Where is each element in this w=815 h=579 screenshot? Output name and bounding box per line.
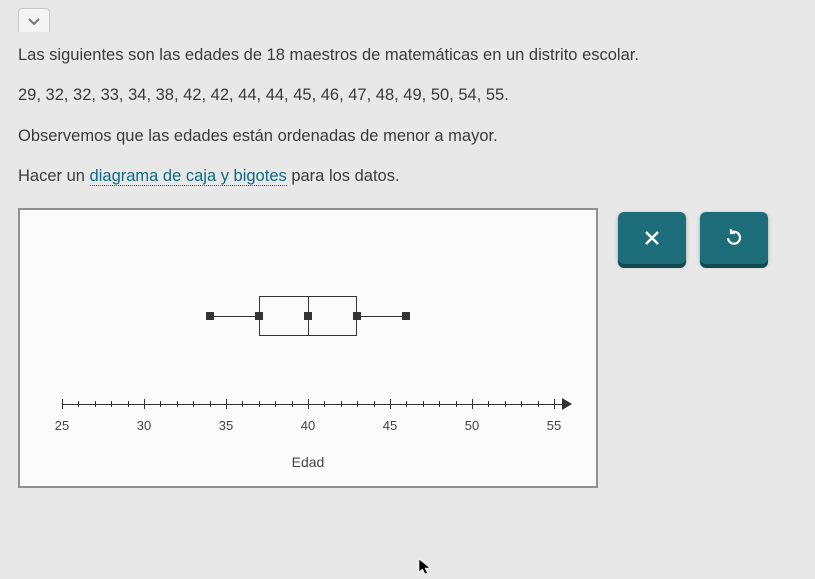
axis-tick-minor [505,401,506,407]
reset-button[interactable] [700,212,768,264]
boxplot-handle-max[interactable] [402,312,410,320]
boxplot-term-link[interactable]: diagrama de caja y bigotes [90,167,287,186]
axis-tick-minor [423,401,424,407]
chevron-down-icon [27,16,41,26]
axis-tick-minor [357,401,358,407]
axis-tick-minor [439,401,440,407]
boxplot-whisker-right[interactable] [357,316,406,317]
axis-tick-minor [488,401,489,407]
problem-ordered: Observemos que las edades están ordenada… [18,123,797,149]
axis-tick-minor [259,401,260,407]
clear-button[interactable] [618,212,686,264]
axis-tick-minor [160,401,161,407]
axis-tick-label: 25 [55,418,69,433]
axis-tick-major [472,399,473,409]
axis-tick-label: 50 [465,418,479,433]
axis-tick-minor [210,401,211,407]
axis-tick-label: 40 [301,418,315,433]
axis-arrow-icon [562,398,572,410]
axis-tick-minor [242,401,243,407]
axis-tick-major [144,399,145,409]
axis-tick-minor [406,401,407,407]
axis-tick-minor [95,401,96,407]
boxplot-canvas[interactable]: 25 30 35 40 45 50 55 Edad [18,208,598,488]
axis-label: Edad [20,454,596,470]
axis-tick-minor [341,401,342,407]
axis-tick-minor [324,401,325,407]
axis-tick-label: 35 [219,418,233,433]
problem-intro: Las siguientes son las edades de 18 maes… [18,42,797,68]
boxplot-whisker-left[interactable] [210,316,259,317]
axis-tick-label: 55 [547,418,561,433]
axis-tick-minor [521,401,522,407]
axis-tick-label: 30 [137,418,151,433]
axis-tick-minor [456,401,457,407]
axis-tick-major [226,399,227,409]
axis-tick-minor [111,401,112,407]
axis-tick-minor [128,401,129,407]
axis-tick-major [308,399,309,409]
axis-tick-minor [177,401,178,407]
x-icon [642,228,662,248]
problem-text: Las siguientes son las edades de 18 maes… [18,42,797,190]
boxplot-handle-median[interactable] [304,312,312,320]
boxplot-handle-q3[interactable] [353,312,361,320]
boxplot-handle-min[interactable] [206,312,214,320]
axis-tick-major [390,399,391,409]
axis-tick-minor [292,401,293,407]
boxplot-handle-q1[interactable] [255,312,263,320]
axis-tick-minor [374,401,375,407]
mouse-cursor [418,558,434,576]
problem-task: Hacer un diagrama de caja y bigotes para… [18,163,797,189]
collapse-toggle[interactable] [18,8,50,32]
axis-tick-major [554,399,555,409]
undo-icon [723,227,745,249]
axis-tick-minor [193,401,194,407]
axis-tick-major [62,399,63,409]
axis-tick-minor [538,401,539,407]
axis-tick-minor [78,401,79,407]
problem-data: 29, 32, 32, 33, 34, 38, 42, 42, 44, 44, … [18,82,797,108]
axis-tick-label: 45 [383,418,397,433]
axis-tick-minor [275,401,276,407]
